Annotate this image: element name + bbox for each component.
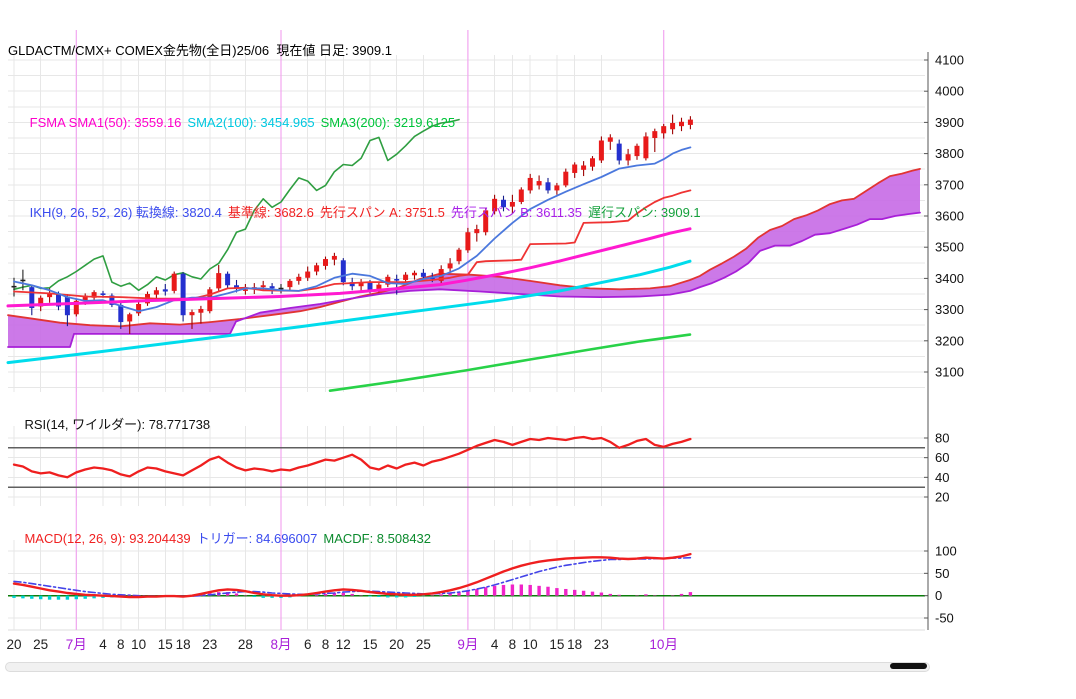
legend: GLDACTM/CMX+ COMEX金先物(全日)25/06 現在値 日足: 3… [8,6,707,276]
svg-text:3500: 3500 [935,240,964,255]
svg-text:3300: 3300 [935,302,964,317]
svg-text:3700: 3700 [935,177,964,192]
svg-text:12: 12 [336,637,351,652]
macd-value: MACD(12, 26, 9): 93.204439 [24,531,191,546]
svg-text:3200: 3200 [935,333,964,348]
svg-text:28: 28 [238,637,253,652]
svg-text:10月: 10月 [649,637,678,652]
svg-text:40: 40 [935,470,949,485]
legend-ichimoku-line: IKH(9, 26, 52, 26) 転換線: 3820.4 基準線: 3682.… [8,186,707,240]
svg-text:15: 15 [362,637,377,652]
legend-senkou-b: 先行スパン B: 3611.35 [450,205,582,220]
rsi-value: RSI(14, ワイルダー): 78.771738 [24,417,211,432]
svg-text:10: 10 [131,637,146,652]
legend-sma2: SMA2(100): 3454.965 [187,115,315,130]
legend-sma1: FSMA SMA1(50): 3559.16 [29,115,182,130]
legend-chikou: 遅行スパン: 3909.1 [588,205,701,220]
legend-sma3: SMA3(200): 3219.6125 [320,115,456,130]
svg-text:60: 60 [935,450,949,465]
h-scrollbar-thumb[interactable] [890,663,927,669]
svg-text:3400: 3400 [935,271,964,286]
svg-text:0: 0 [935,588,942,603]
svg-text:4: 4 [491,637,499,652]
svg-text:18: 18 [176,637,191,652]
legend-sma-line: FSMA SMA1(50): 3559.16 SMA2(100): 3454.96… [8,96,707,150]
svg-text:9月: 9月 [457,637,478,652]
svg-text:8月: 8月 [270,637,291,652]
svg-text:25: 25 [33,637,48,652]
svg-text:80: 80 [935,431,949,446]
svg-text:4: 4 [99,637,107,652]
svg-text:4100: 4100 [935,53,964,68]
svg-text:8: 8 [509,637,517,652]
svg-text:10: 10 [523,637,538,652]
svg-text:8: 8 [322,637,330,652]
svg-text:3900: 3900 [935,115,964,130]
svg-text:3600: 3600 [935,209,964,224]
rsi-pane-label: RSI(14, ワイルダー): 78.771738 [10,399,216,448]
svg-text:3100: 3100 [935,365,964,380]
chart-title: GLDACTM/CMX+ COMEX金先物(全日)25/06 現在値 日足: 3… [8,43,392,58]
macd-pane-label: MACD(12, 26, 9): 93.204439 トリガー: 84.69600… [10,513,437,562]
svg-text:23: 23 [594,637,609,652]
svg-text:25: 25 [416,637,431,652]
h-scrollbar-track[interactable] [5,662,930,672]
svg-text:20: 20 [389,637,404,652]
svg-text:23: 23 [202,637,217,652]
trigger-value: トリガー: 84.696007 [196,531,318,546]
macdf-value: MACDF: 8.508432 [323,531,432,546]
svg-text:15: 15 [158,637,173,652]
legend-tenkan: IKH(9, 26, 52, 26) 転換線: 3820.4 [29,205,222,220]
svg-text:18: 18 [567,637,582,652]
legend-kijun: 基準線: 3682.6 [227,205,314,220]
svg-text:4000: 4000 [935,84,964,99]
svg-text:6: 6 [304,637,312,652]
svg-text:-50: -50 [935,611,954,626]
svg-text:7月: 7月 [66,637,87,652]
svg-text:100: 100 [935,544,957,559]
svg-text:15: 15 [549,637,564,652]
legend-senkou-a: 先行スパン A: 3751.5 [319,205,445,220]
svg-text:50: 50 [935,566,949,581]
svg-text:8: 8 [117,637,125,652]
svg-text:20: 20 [6,637,21,652]
svg-text:20: 20 [935,490,949,505]
svg-text:3800: 3800 [935,146,964,161]
